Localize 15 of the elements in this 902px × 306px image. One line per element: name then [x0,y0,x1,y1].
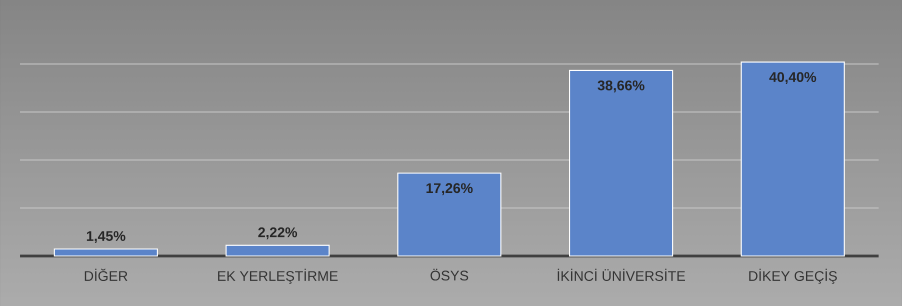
x-tick-label: ÖSYS [430,268,468,281]
bar [740,62,845,257]
x-tick-label: DİKEY GEÇİŞ [749,268,837,284]
data-label: 2,22% [258,227,298,240]
data-label: 1,45% [86,231,126,243]
bar [569,70,674,257]
x-tick-label: İKİNCİ ÜNİVERSİTE [558,268,686,281]
bar [226,244,330,257]
data-label: 17,26% [426,183,473,196]
data-label: 40,40% [769,72,816,84]
data-label: 38,66% [598,80,644,92]
x-tick-label: DİĞER [84,268,128,281]
bar [397,172,502,257]
bar [54,248,158,257]
x-tick-label: EK YERLEŞTİRME [218,268,338,284]
